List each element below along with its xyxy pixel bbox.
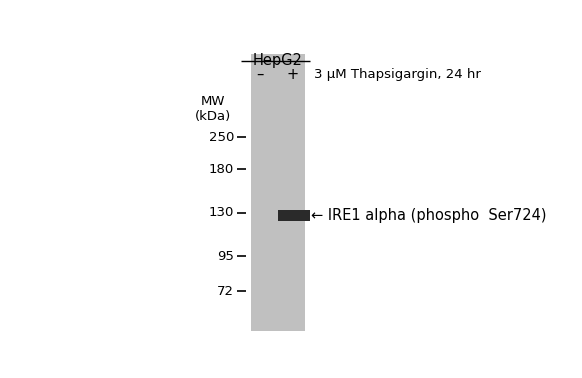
Bar <box>251 54 305 331</box>
Text: –: – <box>256 67 264 82</box>
Text: 3 μM Thapsigargin, 24 hr: 3 μM Thapsigargin, 24 hr <box>314 68 481 81</box>
Text: 180: 180 <box>209 163 234 175</box>
Text: +: + <box>287 67 299 82</box>
Text: HepG2: HepG2 <box>252 53 302 68</box>
Text: ← IRE1 alpha (phospho  Ser724): ← IRE1 alpha (phospho Ser724) <box>311 208 546 223</box>
Text: MW
(kDa): MW (kDa) <box>194 95 230 123</box>
Text: 250: 250 <box>209 130 234 144</box>
Text: 72: 72 <box>217 285 234 298</box>
Text: 95: 95 <box>217 250 234 263</box>
Bar <box>278 210 310 221</box>
Text: 130: 130 <box>209 206 234 219</box>
